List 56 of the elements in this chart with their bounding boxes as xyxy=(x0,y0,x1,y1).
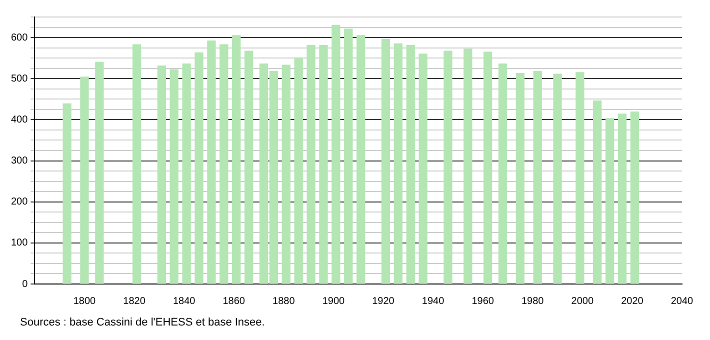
bar xyxy=(553,74,562,284)
bar xyxy=(381,38,390,284)
x-tick-label: 2040 xyxy=(670,296,694,307)
x-tick-label: 1960 xyxy=(472,296,494,307)
bar xyxy=(418,54,428,284)
x-tick-label: 2020 xyxy=(621,296,644,307)
bar xyxy=(444,50,452,284)
bar xyxy=(516,72,524,284)
bar xyxy=(406,45,415,284)
x-tick-label: 2000 xyxy=(571,296,594,307)
bar xyxy=(593,100,602,284)
x-tick-label: 1920 xyxy=(372,296,395,307)
bar xyxy=(95,62,104,284)
y-tick-label: 300 xyxy=(10,156,28,167)
y-tick-label: 600 xyxy=(10,32,28,44)
bar xyxy=(394,43,403,284)
bar xyxy=(132,44,142,284)
x-tick-label: 1900 xyxy=(322,296,346,307)
x-tick-label: 1940 xyxy=(422,296,445,307)
bar xyxy=(194,52,204,284)
bar xyxy=(157,66,166,284)
bar xyxy=(356,35,366,284)
bar xyxy=(207,40,216,284)
x-tick-label: 1820 xyxy=(123,296,146,307)
bar xyxy=(344,28,353,284)
bar xyxy=(464,48,472,284)
bar xyxy=(605,118,614,284)
bar xyxy=(244,50,254,284)
x-tick-label: 1800 xyxy=(73,296,96,307)
bar xyxy=(80,76,89,284)
x-tick-label: 1840 xyxy=(172,296,196,307)
y-tick-label: 400 xyxy=(10,114,28,126)
bar xyxy=(618,114,627,284)
x-tick-label: 1880 xyxy=(272,296,296,307)
bar xyxy=(319,45,328,284)
x-tick-label: 1980 xyxy=(521,296,544,307)
bar xyxy=(294,57,303,284)
y-tick-label: 500 xyxy=(10,73,28,84)
bar xyxy=(576,72,584,284)
source-note: Sources : base Cassini de l'EHESS et base Insee. xyxy=(20,316,265,329)
bar xyxy=(630,112,640,284)
bar xyxy=(483,52,492,284)
bar xyxy=(62,103,72,284)
y-tick-label: 200 xyxy=(10,196,28,208)
x-tick-label: 1860 xyxy=(222,296,246,307)
bar xyxy=(182,64,191,284)
bar xyxy=(232,35,241,284)
y-tick-label: 0 xyxy=(22,278,28,290)
y-tick-label: 100 xyxy=(10,238,28,249)
bar xyxy=(498,64,508,284)
bar xyxy=(220,44,228,284)
bar xyxy=(170,69,178,284)
bar xyxy=(533,70,542,284)
bar xyxy=(306,45,316,284)
bar xyxy=(332,24,340,284)
bar xyxy=(282,64,290,284)
